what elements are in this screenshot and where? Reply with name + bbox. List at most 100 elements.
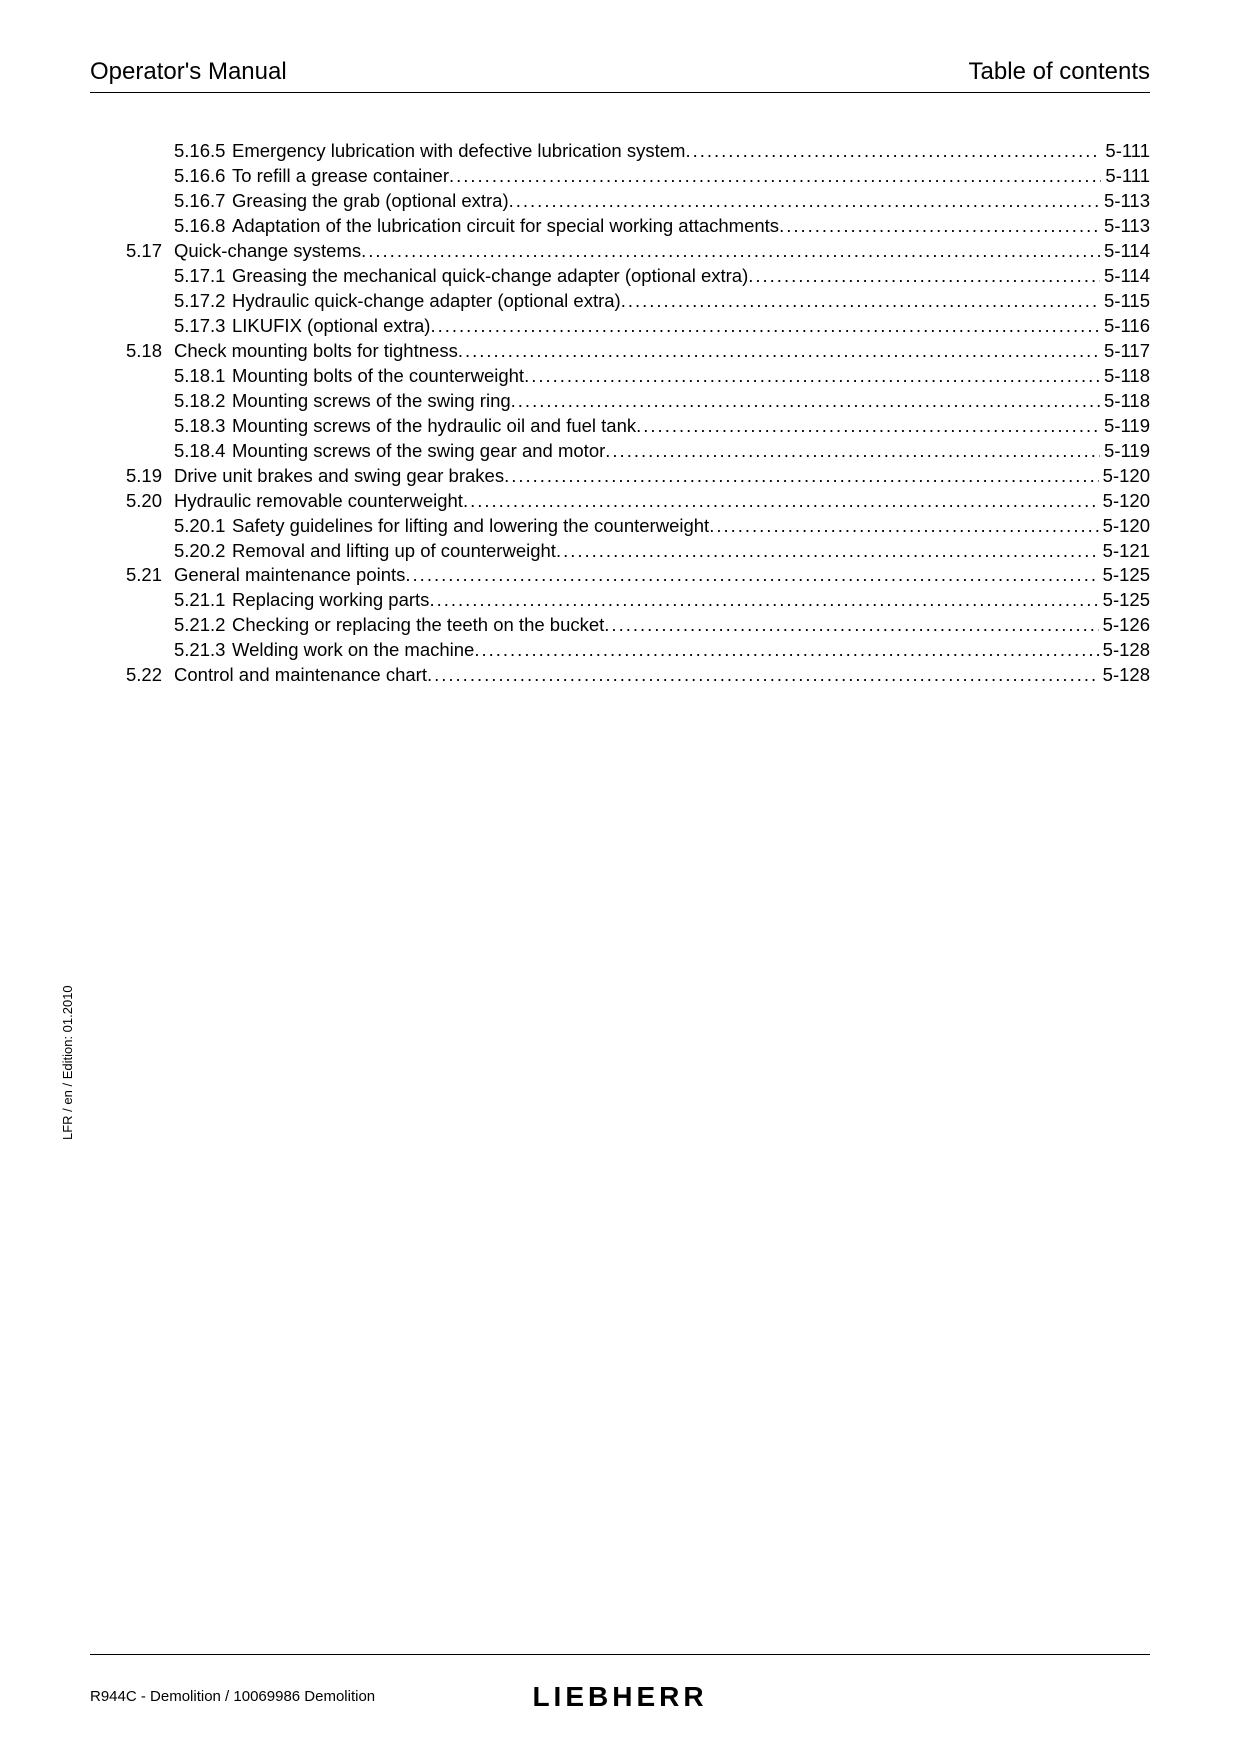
toc-page-number: 5-125 [1099, 588, 1150, 613]
toc-page-number: 5-111 [1101, 139, 1150, 164]
toc-row: 5.19Drive unit brakes and swing gear bra… [126, 464, 1150, 489]
toc-subsection-number: 5.20.1 [174, 514, 232, 539]
footer-doc-id: R944C - Demolition / 10069986 Demolition [90, 1688, 375, 1705]
toc-section-number: 5.21 [126, 563, 174, 588]
toc-row: 5.17.2Hydraulic quick-change adapter (op… [126, 289, 1150, 314]
toc-title: Welding work on the machine [232, 638, 474, 663]
toc-title: Quick-change systems [174, 239, 361, 264]
toc-row: 5.18.3Mounting screws of the hydraulic o… [126, 414, 1150, 439]
toc-row: 5.16.6To refill a grease container 5-111 [126, 164, 1150, 189]
toc-row: 5.21.2Checking or replacing the teeth on… [126, 613, 1150, 638]
toc-subsection-number: 5.16.5 [174, 139, 232, 164]
toc-page-number: 5-118 [1100, 389, 1150, 414]
page-footer: R944C - Demolition / 10069986 Demolition… [90, 1688, 1150, 1705]
toc-row: 5.17Quick-change systems 5-114 [126, 239, 1150, 264]
toc-leader-dots [405, 563, 1098, 588]
toc-page-number: 5-119 [1100, 414, 1150, 439]
toc-title: Mounting bolts of the counterweight [232, 364, 524, 389]
toc-row: 5.22Control and maintenance chart 5-128 [126, 663, 1150, 688]
toc-row: 5.18.1Mounting bolts of the counterweigh… [126, 364, 1150, 389]
toc-leader-dots [449, 164, 1101, 189]
toc-leader-dots [779, 214, 1100, 239]
toc-page-number: 5-125 [1099, 563, 1150, 588]
toc-page-number: 5-120 [1099, 514, 1150, 539]
toc-leader-dots [709, 514, 1098, 539]
toc-subsection-number: 5.17.3 [174, 314, 232, 339]
table-of-contents: 5.16.5Emergency lubrication with defecti… [90, 139, 1150, 688]
toc-leader-dots [621, 289, 1100, 314]
toc-row: 5.21.3Welding work on the machine 5-128 [126, 638, 1150, 663]
toc-leader-dots [524, 364, 1100, 389]
toc-title: Greasing the grab (optional extra) [232, 189, 509, 214]
toc-subsection-number: 5.17.2 [174, 289, 232, 314]
toc-section-number: 5.19 [126, 464, 174, 489]
toc-leader-dots [463, 489, 1099, 514]
toc-page-number: 5-120 [1099, 489, 1150, 514]
side-edition-label: LFR / en / Edition: 01.2010 [60, 985, 75, 1140]
toc-title: Emergency lubrication with defective lub… [232, 139, 685, 164]
toc-page-number: 5-114 [1100, 239, 1150, 264]
header-left: Operator's Manual [90, 58, 287, 86]
toc-title: To refill a grease container [232, 164, 449, 189]
toc-leader-dots [504, 464, 1099, 489]
toc-title: LIKUFIX (optional extra) [232, 314, 430, 339]
toc-leader-dots [429, 588, 1098, 613]
toc-leader-dots [361, 239, 1100, 264]
toc-title: Replacing working parts [232, 588, 429, 613]
toc-row: 5.21General maintenance points 5-125 [126, 563, 1150, 588]
toc-title: Drive unit brakes and swing gear brakes [174, 464, 504, 489]
toc-title: Check mounting bolts for tightness [174, 339, 458, 364]
toc-row: 5.16.7Greasing the grab (optional extra)… [126, 189, 1150, 214]
toc-subsection-number: 5.18.3 [174, 414, 232, 439]
toc-page-number: 5-119 [1100, 439, 1150, 464]
toc-leader-dots [748, 264, 1100, 289]
toc-title: Removal and lifting up of counterweight [232, 539, 556, 564]
toc-title: Hydraulic quick-change adapter (optional… [232, 289, 621, 314]
toc-title: Safety guidelines for lifting and loweri… [232, 514, 709, 539]
toc-subsection-number: 5.18.1 [174, 364, 232, 389]
toc-page-number: 5-113 [1100, 189, 1150, 214]
header-right: Table of contents [969, 58, 1150, 86]
toc-title: Greasing the mechanical quick-change ada… [232, 264, 748, 289]
toc-subsection-number: 5.21.2 [174, 613, 232, 638]
toc-title: General maintenance points [174, 563, 405, 588]
toc-page-number: 5-121 [1099, 539, 1150, 564]
toc-row: 5.17.3LIKUFIX (optional extra) 5-116 [126, 314, 1150, 339]
toc-page-number: 5-118 [1100, 364, 1150, 389]
toc-title: Mounting screws of the swing gear and mo… [232, 439, 605, 464]
toc-leader-dots [604, 613, 1098, 638]
toc-row: 5.16.8Adaptation of the lubrication circ… [126, 214, 1150, 239]
toc-leader-dots [509, 189, 1100, 214]
toc-section-number: 5.18 [126, 339, 174, 364]
toc-title: Checking or replacing the teeth on the b… [232, 613, 604, 638]
toc-page-number: 5-114 [1100, 264, 1150, 289]
toc-subsection-number: 5.16.6 [174, 164, 232, 189]
toc-page-number: 5-128 [1099, 638, 1150, 663]
toc-row: 5.20.2Removal and lifting up of counterw… [126, 539, 1150, 564]
toc-page-number: 5-115 [1100, 289, 1150, 314]
toc-leader-dots [511, 389, 1100, 414]
toc-row: 5.21.1Replacing working parts 5-125 [126, 588, 1150, 613]
brand-logo: LIEBHERR [532, 1681, 707, 1713]
toc-title: Adaptation of the lubrication circuit fo… [232, 214, 779, 239]
toc-row: 5.18.2Mounting screws of the swing ring … [126, 389, 1150, 414]
toc-title: Hydraulic removable counterweight [174, 489, 463, 514]
toc-page-number: 5-117 [1100, 339, 1150, 364]
toc-row: 5.18.4Mounting screws of the swing gear … [126, 439, 1150, 464]
toc-page-number: 5-126 [1099, 613, 1150, 638]
toc-subsection-number: 5.21.1 [174, 588, 232, 613]
footer-rule [90, 1654, 1150, 1655]
toc-page-number: 5-113 [1100, 214, 1150, 239]
toc-subsection-number: 5.20.2 [174, 539, 232, 564]
toc-section-number: 5.17 [126, 239, 174, 264]
toc-subsection-number: 5.18.2 [174, 389, 232, 414]
toc-leader-dots [430, 314, 1100, 339]
toc-subsection-number: 5.16.7 [174, 189, 232, 214]
toc-leader-dots [636, 414, 1100, 439]
toc-page-number: 5-120 [1099, 464, 1150, 489]
toc-section-number: 5.22 [126, 663, 174, 688]
toc-section-number: 5.20 [126, 489, 174, 514]
toc-leader-dots [556, 539, 1099, 564]
toc-page-number: 5-128 [1099, 663, 1150, 688]
toc-leader-dots [605, 439, 1100, 464]
